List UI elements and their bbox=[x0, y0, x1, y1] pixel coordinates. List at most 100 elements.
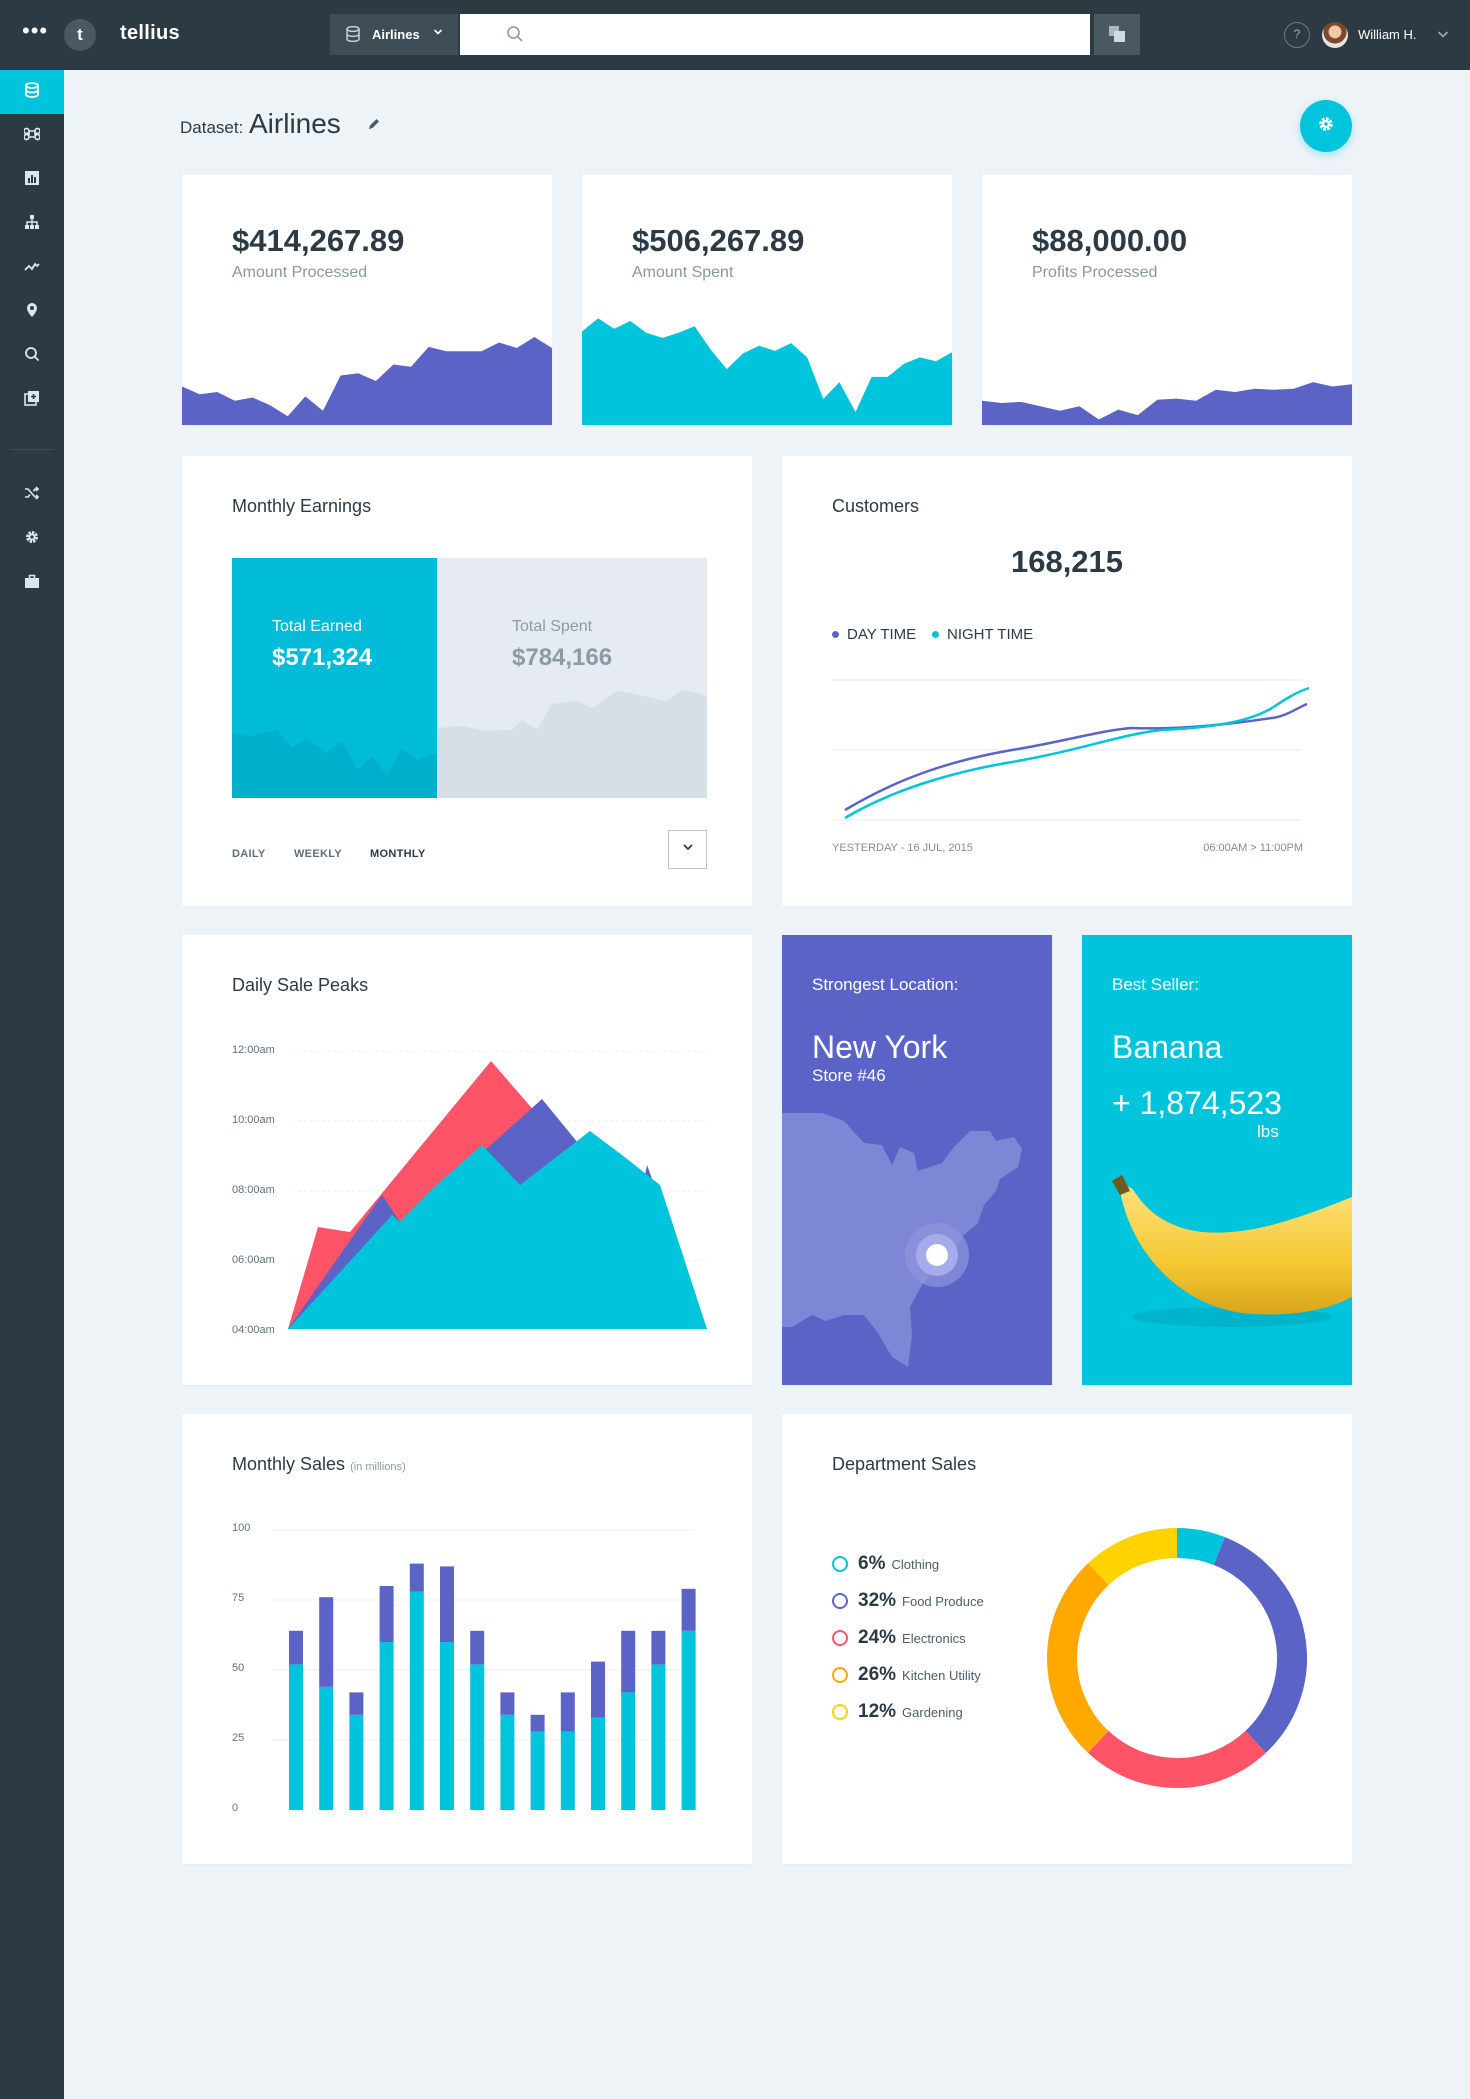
night-time-line bbox=[844, 686, 1310, 820]
legend-name: Electronics bbox=[902, 1630, 966, 1646]
donut-slice-clothing bbox=[1176, 1528, 1225, 1566]
legend-label: DAY TIME bbox=[847, 626, 917, 643]
sidebar-item-search[interactable] bbox=[0, 334, 64, 378]
legend-pct: 32% bbox=[858, 1590, 897, 1611]
kpi-card: $88,000.00 Profits Processed bbox=[982, 175, 1352, 425]
sidebar-item-settings[interactable] bbox=[0, 517, 64, 561]
monthly-sales-card: Monthly Sales (in millions) 100 75 50 25… bbox=[182, 1414, 752, 1864]
legend-name: Kitchen Utility bbox=[902, 1667, 981, 1683]
sidebar-item-trends[interactable] bbox=[0, 246, 64, 290]
help-button[interactable]: ? bbox=[1284, 22, 1310, 48]
pencil-icon[interactable] bbox=[366, 116, 382, 137]
logo-badge: t bbox=[64, 19, 96, 51]
sidebar-item-add[interactable] bbox=[0, 378, 64, 422]
bar-segment-secondary bbox=[651, 1630, 666, 1665]
sidebar-item-hierarchy[interactable] bbox=[0, 202, 64, 246]
card-title: Strongest Location: bbox=[812, 975, 959, 994]
app-menu-button[interactable]: ••• bbox=[22, 18, 49, 43]
customers-total: 168,215 bbox=[1010, 544, 1124, 579]
legend-ring bbox=[832, 1593, 848, 1609]
date-range-label: YESTERDAY - 16 JUL, 2015 bbox=[832, 842, 973, 854]
search-bar bbox=[460, 14, 1090, 55]
bar-segment-primary bbox=[379, 1642, 394, 1810]
earned-label: Total Earned bbox=[272, 618, 362, 635]
banana-illustration bbox=[1112, 1175, 1352, 1327]
bar-segment-primary bbox=[500, 1714, 515, 1810]
monthly-earnings-card: Monthly Earnings Total Earned $571,324 T… bbox=[182, 456, 752, 906]
donut-slice-gardening bbox=[1088, 1528, 1178, 1586]
y-tick-label: 50 bbox=[232, 1662, 245, 1674]
spent-label: Total Spent bbox=[512, 618, 593, 635]
kpi-area bbox=[982, 382, 1352, 425]
dataset-select[interactable]: Airlines bbox=[330, 14, 458, 55]
day-time-line bbox=[844, 702, 1308, 812]
peak-cyan-base bbox=[288, 1145, 707, 1329]
period-dropdown-button[interactable] bbox=[668, 830, 707, 869]
y-tick-label: 04:00am bbox=[232, 1324, 275, 1336]
banana-stem bbox=[1112, 1175, 1130, 1195]
dashboard-settings-button[interactable] bbox=[1300, 100, 1352, 152]
bar-segment-primary bbox=[289, 1664, 303, 1810]
legend-name: Clothing bbox=[891, 1556, 940, 1572]
user-name[interactable]: William H. bbox=[1358, 27, 1417, 42]
legend-ring bbox=[832, 1556, 848, 1572]
department-sales-card: Department Sales 6% Clothing 32% Food Prod… bbox=[782, 1414, 1352, 1864]
bar-segment-primary bbox=[440, 1642, 454, 1810]
search-icon bbox=[506, 25, 524, 48]
earned-area-chart bbox=[232, 730, 437, 798]
sidebar-divider bbox=[10, 449, 54, 450]
bar-segment-primary bbox=[621, 1692, 636, 1810]
card-title: Department Sales bbox=[832, 1454, 977, 1474]
sidebar-item-locations[interactable] bbox=[0, 290, 64, 334]
gear-icon bbox=[1317, 115, 1335, 138]
y-tick-label: 75 bbox=[232, 1592, 245, 1604]
donut-slice-electronics bbox=[1088, 1730, 1266, 1788]
kpi-card: $506,267.89 Amount Spent bbox=[582, 175, 952, 425]
legend-dot bbox=[832, 630, 839, 638]
shuffle-icon bbox=[24, 485, 40, 506]
location-pin-icon bbox=[24, 302, 40, 323]
tab-monthly[interactable]: MONTHLY bbox=[370, 848, 426, 860]
bar-segment-primary bbox=[470, 1664, 485, 1810]
card-title: Daily Sale Peaks bbox=[232, 975, 369, 995]
search-submit-button[interactable] bbox=[1094, 14, 1140, 55]
sidebar-item-commands[interactable] bbox=[0, 114, 64, 158]
kpi-label: Amount Spent bbox=[632, 264, 734, 281]
strongest-location-card: Strongest Location: New York Store #46 bbox=[782, 935, 1052, 1385]
search-input[interactable] bbox=[540, 22, 1060, 47]
legend-pct: 26% bbox=[858, 1664, 897, 1685]
bar-segment-secondary bbox=[409, 1563, 424, 1592]
bar-segment-secondary bbox=[530, 1714, 545, 1732]
earned-value: $571,324 bbox=[272, 644, 373, 671]
legend-item: 32% Food Produce bbox=[832, 1590, 984, 1612]
avatar[interactable] bbox=[1322, 22, 1348, 48]
bar-segment-secondary bbox=[349, 1692, 364, 1715]
time-range-label: 06:00AM > 11:00PM bbox=[1203, 842, 1303, 854]
donut-slice-kitchen-utility bbox=[1047, 1563, 1109, 1753]
donut-slice-food-produce bbox=[1213, 1537, 1307, 1753]
bar-segment-primary bbox=[319, 1686, 334, 1810]
kpi-area bbox=[582, 318, 952, 425]
legend-item: 6% Clothing bbox=[832, 1553, 939, 1575]
y-tick-label: 10:00am bbox=[232, 1114, 275, 1126]
tab-daily[interactable]: DAILY bbox=[232, 848, 266, 860]
layers-icon bbox=[1108, 25, 1126, 48]
bar-segment-primary bbox=[560, 1731, 575, 1810]
user-menu-chevron-icon[interactable] bbox=[1436, 27, 1450, 46]
sidebar-item-charts[interactable] bbox=[0, 158, 64, 202]
tab-weekly[interactable]: WEEKLY bbox=[294, 848, 342, 860]
kpi-area bbox=[182, 337, 552, 425]
y-tick-label: 25 bbox=[232, 1732, 245, 1744]
sidebar-item-shuffle[interactable] bbox=[0, 473, 64, 517]
sidebar-item-datasets[interactable] bbox=[0, 70, 64, 114]
legend-name: Food Produce bbox=[902, 1593, 984, 1609]
dataset-select-label: Airlines bbox=[372, 27, 420, 42]
kpi-label: Profits Processed bbox=[1032, 264, 1158, 281]
legend-ring bbox=[832, 1630, 848, 1646]
sidebar-item-briefcase[interactable] bbox=[0, 561, 64, 605]
gear-icon bbox=[24, 529, 40, 550]
earned-panel: Total Earned $571,324 bbox=[232, 558, 437, 798]
legend-ring bbox=[832, 1704, 848, 1720]
legend-ring bbox=[832, 1667, 848, 1683]
kpi-sparkline bbox=[982, 382, 1352, 425]
